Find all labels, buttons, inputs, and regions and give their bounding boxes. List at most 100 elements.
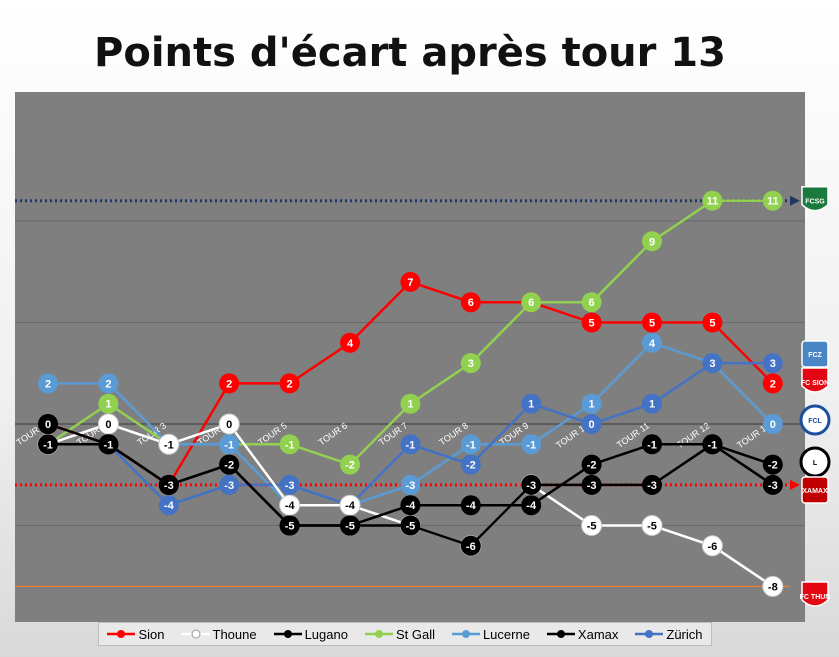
legend-swatch	[181, 629, 210, 639]
data-point	[98, 434, 119, 455]
data-point	[581, 454, 602, 475]
logo-text: L	[813, 460, 818, 467]
data-point	[762, 575, 784, 597]
legend-item: Thoune	[181, 627, 257, 642]
data-label: -5	[406, 521, 416, 533]
data-point	[642, 474, 662, 495]
data-label: 4	[649, 338, 656, 350]
logo-text: FC THUN	[800, 594, 831, 601]
data-point	[521, 292, 542, 313]
data-point	[460, 434, 481, 455]
data-point	[339, 494, 361, 516]
reference-arrow	[790, 479, 800, 490]
data-point	[702, 190, 723, 211]
reference-arrow	[790, 195, 800, 206]
data-label: 11	[707, 196, 719, 208]
series-layer: 0-1-32247665552-11-1-1-1-213669111122-1-…	[37, 190, 784, 597]
data-label: -4	[164, 500, 175, 512]
data-point	[702, 353, 723, 374]
data-label: 6	[468, 297, 474, 309]
data-label: -1	[43, 439, 53, 451]
data-point	[219, 474, 240, 495]
data-point	[702, 434, 723, 455]
data-point	[218, 413, 240, 435]
data-point	[340, 515, 360, 536]
data-label: 5	[709, 318, 715, 330]
logo-lucerne: FCL	[799, 404, 831, 436]
legend-item: Lucerne	[451, 627, 530, 642]
legend-label: Sion	[138, 626, 165, 642]
data-label: 9	[649, 236, 655, 248]
data-point	[400, 271, 421, 292]
legend-swatch	[273, 630, 302, 638]
data-label: -3	[526, 480, 536, 492]
data-point	[762, 414, 783, 434]
data-point	[38, 414, 58, 434]
data-point	[642, 434, 662, 455]
data-point	[762, 454, 783, 475]
data-point	[701, 535, 723, 557]
data-point	[340, 454, 360, 475]
data-point	[279, 515, 300, 536]
data-label: -3	[647, 480, 657, 492]
data-label: -6	[466, 541, 476, 553]
data-point	[400, 474, 421, 495]
data-label: 1	[407, 399, 413, 411]
legend-item: Lugano	[273, 627, 348, 642]
data-point	[521, 495, 542, 516]
data-label: -1	[647, 439, 657, 451]
data-label: -4	[406, 500, 417, 512]
data-label: -3	[587, 480, 597, 492]
data-label: -5	[285, 521, 295, 533]
data-label: 0	[45, 419, 51, 431]
data-point	[581, 414, 602, 434]
data-label: -2	[345, 460, 355, 472]
data-label: 2	[770, 378, 776, 390]
data-label: -4	[285, 500, 296, 512]
legend-item: Zürich	[635, 626, 703, 642]
data-label: -1	[406, 439, 416, 451]
data-label: 2	[105, 378, 111, 390]
data-label: 2	[45, 378, 51, 390]
logo-zurich: FCZ	[801, 340, 829, 368]
data-point	[762, 353, 783, 374]
legend-label: Zürich	[666, 626, 703, 642]
data-point	[581, 474, 602, 495]
data-point	[460, 454, 481, 475]
data-label: 11	[767, 196, 779, 208]
data-point	[219, 373, 240, 394]
data-label: -1	[466, 439, 476, 451]
logo-text: FCSG	[805, 199, 825, 206]
data-point	[400, 515, 421, 536]
data-point	[642, 332, 662, 353]
data-point	[279, 373, 300, 394]
legend-item: Sion	[107, 626, 165, 642]
data-point	[581, 312, 602, 333]
data-label: -2	[768, 460, 778, 472]
data-point	[641, 515, 663, 536]
data-point	[642, 231, 662, 252]
data-point	[219, 454, 240, 475]
logo-st-gall: FCSG	[801, 185, 829, 212]
logo-text: FCZ	[808, 352, 822, 359]
logo-text: FCL	[808, 418, 822, 425]
data-label: -3	[768, 480, 778, 492]
legend-label: St Gall	[395, 626, 435, 642]
data-label: 2	[287, 378, 293, 390]
data-label: -1	[526, 439, 536, 451]
data-label: -5	[587, 521, 597, 533]
data-point	[219, 434, 240, 455]
data-point	[158, 433, 180, 455]
data-point	[279, 494, 301, 516]
data-label: -8	[768, 581, 778, 593]
data-label: -6	[708, 541, 718, 553]
data-point	[460, 535, 481, 556]
legend-label: Xamax	[577, 626, 619, 642]
data-point	[279, 474, 300, 495]
data-point	[581, 515, 603, 536]
data-label: 3	[709, 358, 715, 370]
data-label: 7	[407, 277, 413, 289]
data-label: -2	[224, 460, 234, 472]
data-point	[158, 474, 179, 495]
